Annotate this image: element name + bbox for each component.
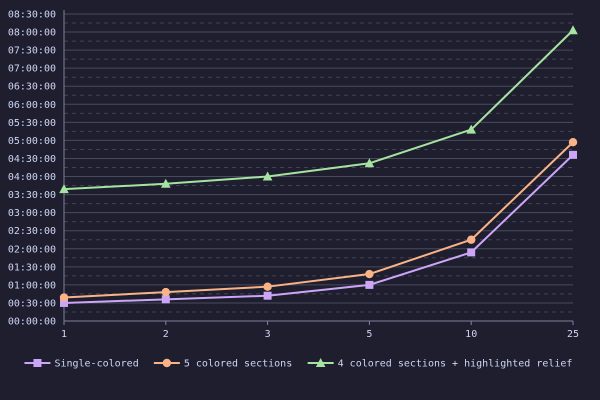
y-tick-label: 06:00:00 xyxy=(8,100,56,111)
legend-item-1: Single-colored xyxy=(24,359,139,370)
data-point xyxy=(365,269,374,279)
data-point xyxy=(364,158,375,168)
data-point xyxy=(263,291,272,300)
y-tick-label: 00:00:00 xyxy=(8,317,56,328)
y-tick-label: 07:30:00 xyxy=(8,46,56,57)
series-line xyxy=(63,154,574,304)
data-point xyxy=(59,184,69,194)
y-tick-label: 06:30:00 xyxy=(8,82,56,93)
y-tick-label: 05:30:00 xyxy=(8,118,56,129)
x-tick-label: 25 xyxy=(567,329,579,340)
series-2 xyxy=(59,138,578,302)
data-point xyxy=(365,280,374,289)
data-point xyxy=(568,25,578,35)
y-tick-label: 04:30:00 xyxy=(8,154,56,165)
legend-label: Single-colored xyxy=(54,359,138,370)
data-point xyxy=(568,138,578,147)
y-tick-label: 02:30:00 xyxy=(8,226,56,237)
y-tick-label: 01:30:00 xyxy=(8,262,56,273)
y-tick-label: 08:30:00 xyxy=(8,10,56,21)
legend-marker xyxy=(315,358,326,367)
x-tick-label: 5 xyxy=(366,329,372,340)
series-layer xyxy=(59,25,578,307)
x-tick-label: 2 xyxy=(163,329,169,340)
y-tick-label: 08:00:00 xyxy=(8,28,56,39)
data-point xyxy=(466,124,476,134)
legend-item-2: 5 colored sections xyxy=(153,358,292,370)
data-point xyxy=(161,178,171,188)
grid xyxy=(64,13,573,322)
y-tick-label: 07:00:00 xyxy=(8,64,56,75)
legend-label: 4 colored sections + highlighted relief xyxy=(338,359,573,370)
legend-label: 5 colored sections xyxy=(184,359,292,370)
data-point xyxy=(60,298,68,307)
legend: Single-colored 5 colored sections 4 colore… xyxy=(24,358,572,370)
y-tick-label: 03:00:00 xyxy=(8,208,56,219)
series-line xyxy=(63,141,574,299)
data-point xyxy=(161,295,170,304)
y-tick-label: 02:00:00 xyxy=(8,244,56,255)
x-axis: 1 2 3 5 10 25 xyxy=(61,320,579,340)
x-tick-label: 1 xyxy=(61,329,67,340)
x-tick-label: 3 xyxy=(265,329,271,340)
legend-item-3: 4 colored sections + highlighted relief xyxy=(307,358,573,370)
series-line xyxy=(63,29,574,191)
data-point xyxy=(569,150,577,159)
legend-marker xyxy=(162,358,172,368)
data-point xyxy=(59,293,69,302)
x-tick-label: 10 xyxy=(465,329,477,340)
y-axis: 00:00:00 00:30:00 01:00:00 01:30:00 02:00:00… xyxy=(8,10,65,328)
data-point xyxy=(161,287,170,297)
data-point xyxy=(467,235,476,244)
y-tick-label: 04:00:00 xyxy=(8,172,56,183)
series-3 xyxy=(59,25,578,194)
series-1 xyxy=(60,150,577,307)
data-point xyxy=(262,171,273,181)
legend-marker xyxy=(33,359,42,367)
data-point xyxy=(467,248,476,257)
y-tick-label: 03:30:00 xyxy=(8,190,56,201)
y-tick-label: 00:30:00 xyxy=(8,298,56,309)
y-tick-label: 01:00:00 xyxy=(8,280,56,291)
data-point xyxy=(263,282,272,291)
y-tick-label: 05:00:00 xyxy=(8,136,56,147)
